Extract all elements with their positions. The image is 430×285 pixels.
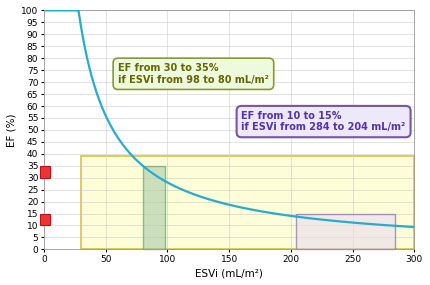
Bar	[143, 166, 165, 249]
Y-axis label: EF (%): EF (%)	[7, 113, 17, 147]
Bar	[81, 156, 415, 249]
Bar	[40, 213, 50, 225]
Bar	[296, 213, 395, 249]
X-axis label: ESVi (mL/m²): ESVi (mL/m²)	[195, 268, 263, 278]
Bar	[40, 166, 50, 178]
Text: EF from 30 to 35%
if ESVi from 98 to 80 mL/m²: EF from 30 to 35% if ESVi from 98 to 80 …	[118, 63, 269, 85]
Text: EF from 10 to 15%
if ESVi from 284 to 204 mL/m²: EF from 10 to 15% if ESVi from 284 to 20…	[242, 111, 406, 132]
